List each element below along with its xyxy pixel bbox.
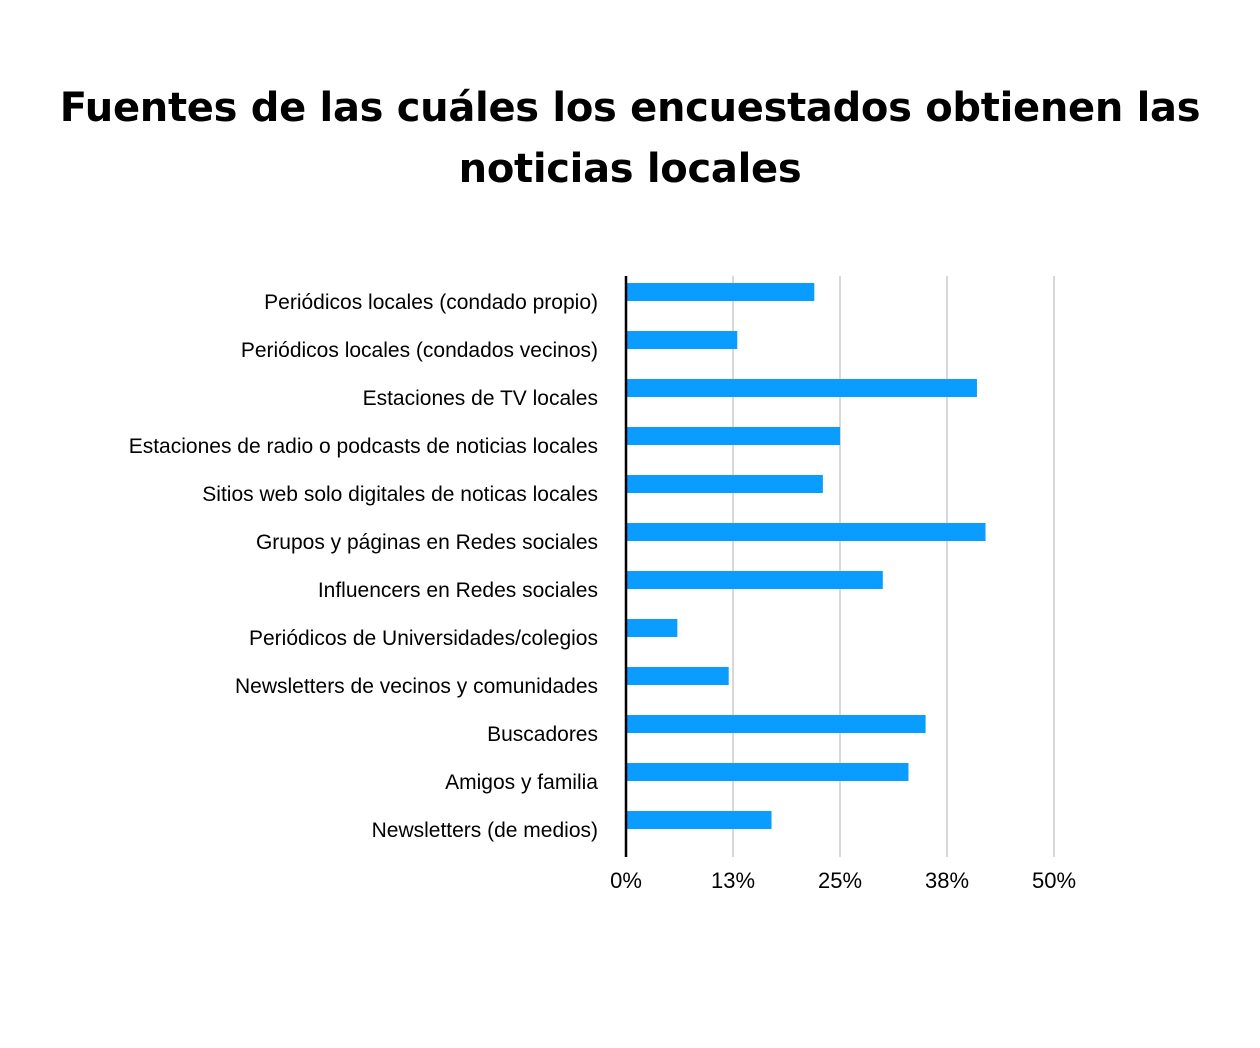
bar: [626, 427, 840, 445]
x-tick-label: 0%: [610, 868, 642, 893]
bar: [626, 475, 823, 493]
bar: [626, 283, 815, 301]
category-label: Estaciones de TV locales: [363, 387, 598, 410]
category-label: Grupos y páginas en Redes sociales: [256, 531, 598, 554]
bar: [626, 619, 678, 637]
category-label: Estaciones de radio o podcasts de notici…: [129, 435, 598, 458]
x-tick-label: 13%: [711, 868, 755, 893]
category-label: Sitios web solo digitales de noticas loc…: [202, 483, 598, 506]
x-tick-label: 38%: [925, 868, 969, 893]
bar: [626, 667, 729, 685]
x-tick-label: 25%: [818, 868, 862, 893]
bar: [626, 379, 977, 397]
bar: [626, 523, 986, 541]
category-label: Periódicos locales (condado propio): [264, 291, 598, 314]
category-label: Buscadores: [487, 723, 598, 746]
bar: [626, 571, 883, 589]
bar: [626, 811, 772, 829]
chart-title: Fuentes de las cuáles los encuestados ob…: [59, 85, 1201, 192]
category-label: Amigos y familia: [445, 771, 598, 794]
category-label: Periódicos de Universidades/colegios: [249, 627, 598, 650]
category-label: Newsletters (de medios): [372, 819, 598, 842]
bar: [626, 715, 926, 733]
category-label: Newsletters de vecinos y comunidades: [235, 675, 598, 698]
x-tick-label: 50%: [1032, 868, 1076, 893]
bar: [626, 763, 909, 781]
category-label: Periódicos locales (condados vecinos): [241, 339, 598, 362]
category-label: Influencers en Redes sociales: [318, 579, 598, 602]
bar: [626, 331, 738, 349]
